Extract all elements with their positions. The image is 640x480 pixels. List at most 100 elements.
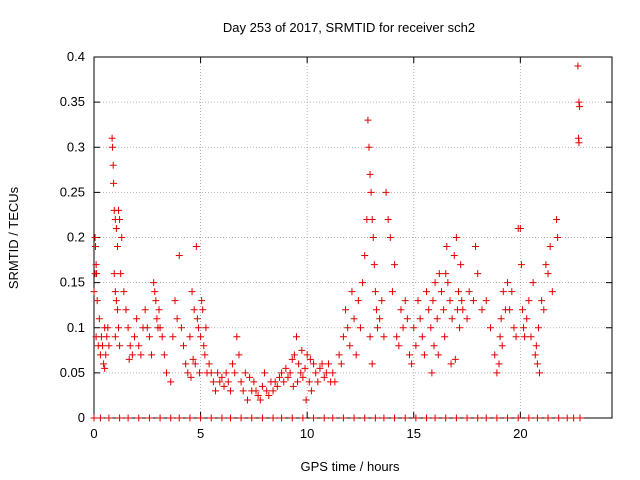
data-point [278,414,286,422]
data-point [342,306,350,314]
data-point [297,369,305,377]
data-point [152,297,160,305]
data-point [124,414,132,422]
data-point [554,234,562,241]
y-tick-label: 0.3 [67,139,85,154]
data-point [544,270,552,278]
data-point [293,333,301,341]
data-point [258,414,266,422]
data-point [110,179,118,187]
data-point [395,342,403,350]
data-point [361,252,369,260]
data-point [216,378,224,386]
data-point [111,288,119,296]
data-point [369,234,377,241]
data-point [455,288,463,296]
data-point [199,306,207,314]
data-point [295,360,303,368]
data-point [289,382,297,390]
data-point [167,414,175,422]
data-point [508,288,516,296]
data-point [431,414,439,422]
data-point [320,373,328,381]
data-point [180,342,188,350]
data-point [403,315,411,323]
y-tick-label: 0.35 [60,94,85,109]
gridlines [94,57,612,418]
data-point [469,297,477,305]
data-point [350,414,358,422]
data-point [284,373,292,381]
data-point [493,414,501,422]
data-point [197,414,205,422]
data-point [451,355,459,363]
data-point [527,333,535,341]
data-point [193,315,201,323]
data-point [322,369,330,377]
data-point [91,270,99,278]
data-point [303,351,311,359]
data-point [186,414,194,422]
data-point [286,369,294,377]
data-point [420,351,428,359]
data-point [408,360,416,368]
data-point [171,297,179,305]
data-point [433,315,441,323]
data-point [459,306,467,314]
data-point [133,315,141,323]
data-point [428,369,436,377]
data-point [450,252,458,260]
data-point [115,324,123,332]
data-point [108,134,116,142]
data-point [352,351,360,359]
x-tick-label: 20 [513,426,527,441]
data-point [100,360,108,368]
data-point [237,378,245,386]
data-point [112,297,120,305]
data-point [344,324,352,332]
data-point [366,170,374,178]
data-point [135,342,143,350]
data-point [275,373,283,381]
data-point [90,288,98,296]
data-point [531,351,539,359]
data-point [269,387,277,395]
data-point [189,355,197,363]
data-point [430,342,438,350]
data-point [506,306,514,314]
data-point [448,315,456,323]
data-point [112,224,120,232]
data-point [222,369,230,377]
data-point [145,414,153,422]
data-point [533,414,541,422]
data-point [184,369,192,377]
data-point [177,324,185,332]
data-point [105,414,113,422]
data-point [368,215,376,223]
data-point [104,324,112,332]
data-point [510,324,518,332]
data-point [512,333,520,341]
data-point [200,342,208,350]
data-point [126,342,134,350]
data-point [529,279,537,287]
data-point [310,360,318,368]
data-point [128,351,136,359]
data-point [498,342,506,350]
data-point [372,306,380,314]
data-point [310,414,318,422]
y-tick-label: 0.4 [67,49,85,64]
data-point [364,116,372,124]
data-point [110,270,118,278]
data-point [167,378,175,386]
data-point [256,396,264,404]
data-point [521,333,529,341]
data-point [263,387,271,395]
data-point [155,306,163,314]
data-point [196,369,204,377]
data-point [423,414,431,422]
data-point [354,297,362,305]
data-point [271,378,279,386]
data-point [137,351,145,359]
data-point [252,387,260,395]
